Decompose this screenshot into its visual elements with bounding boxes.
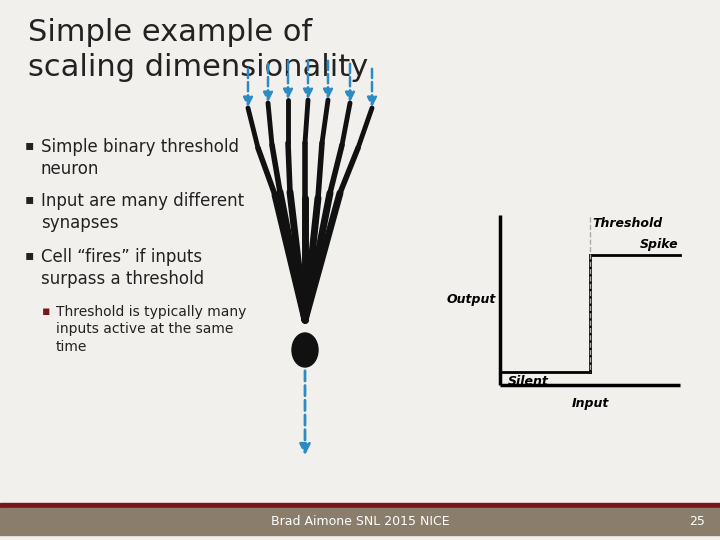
Text: Output: Output: [446, 294, 496, 307]
Text: Simple example of
scaling dimensionality: Simple example of scaling dimensionality: [28, 18, 368, 82]
Text: ▪: ▪: [42, 305, 50, 318]
Text: Input are many different
synapses: Input are many different synapses: [41, 192, 244, 232]
Text: ▪: ▪: [25, 138, 35, 152]
Text: Input: Input: [571, 397, 608, 410]
Text: Threshold is typically many
inputs active at the same
time: Threshold is typically many inputs activ…: [56, 305, 246, 354]
Bar: [0, 503, 720, 508]
Bar: [0, 508, 720, 535]
Text: 25: 25: [689, 515, 705, 528]
Ellipse shape: [292, 333, 318, 367]
Text: Simple binary threshold
neuron: Simple binary threshold neuron: [41, 138, 239, 178]
Text: Brad Aimone SNL 2015 NICE: Brad Aimone SNL 2015 NICE: [271, 515, 449, 528]
Text: Cell “fires” if inputs
surpass a threshold: Cell “fires” if inputs surpass a thresho…: [41, 248, 204, 288]
Text: Threshold: Threshold: [592, 217, 662, 230]
Text: ▪: ▪: [25, 192, 35, 206]
Text: ▪: ▪: [25, 248, 35, 262]
Text: Silent: Silent: [508, 375, 549, 388]
Text: Spike: Spike: [639, 238, 678, 251]
